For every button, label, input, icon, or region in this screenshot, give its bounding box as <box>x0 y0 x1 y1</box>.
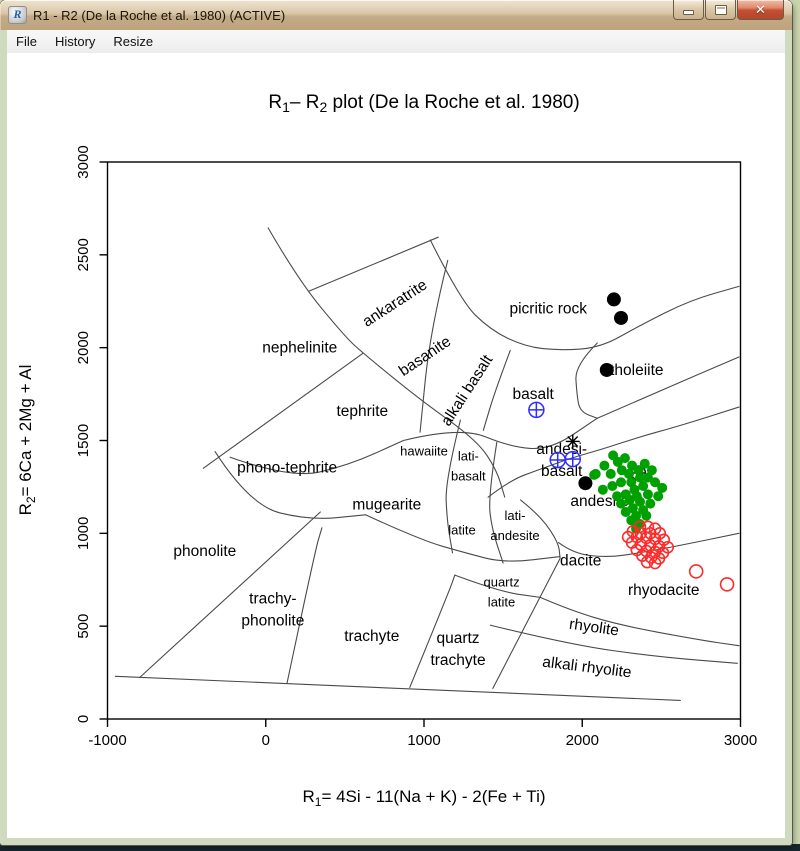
x-tick-label: 0 <box>262 732 270 749</box>
field-label: tholeiite <box>610 362 663 379</box>
series-open-circle <box>621 520 675 570</box>
r-logo-icon[interactable]: R <box>8 6 27 24</box>
menu-resize[interactable]: Resize <box>113 34 154 49</box>
axis-ticks: -1000 0 1000 2000 3000 0 500 1000 1500 2000 2500 30… <box>75 145 757 749</box>
plot-area: R1– R2 plot (De la Roche et al. 1980) R1=… <box>7 53 785 838</box>
field-label: basalt <box>513 386 555 403</box>
field-label: tephrite <box>336 403 388 420</box>
field-label: alkali rhyolite <box>541 654 632 682</box>
field-label: trachy-phonolite <box>241 590 304 629</box>
series-open-circle <box>688 564 735 592</box>
series-asterisk <box>565 434 580 449</box>
field-label: dacite <box>560 552 601 569</box>
window-controls: ✕ <box>672 0 784 20</box>
window-body: File History Resize R1– R2 plot (De la R… <box>0 30 792 845</box>
maximize-icon <box>714 4 727 15</box>
y-tick-label: 2000 <box>75 331 92 364</box>
field-label: alkali basalt <box>438 351 497 429</box>
y-tick-label: 2500 <box>75 238 92 271</box>
menu-history[interactable]: History <box>54 34 96 49</box>
x-tick-label: 2000 <box>566 732 599 749</box>
y-tick-label: 1000 <box>75 517 92 550</box>
taskbar-strip <box>0 844 800 851</box>
plot-box <box>106 161 742 720</box>
y-tick-label: 3000 <box>75 145 92 178</box>
field-label: lati-andesite <box>490 508 539 543</box>
menu-file[interactable]: File <box>16 34 37 49</box>
field-label: hawaiite <box>400 444 448 459</box>
field-boundaries <box>114 227 740 701</box>
series-filled-circle <box>578 292 629 491</box>
series-circle-plus <box>528 401 582 469</box>
titlebar[interactable]: R R1 - R2 (De la Roche et al. 1980) (ACT… <box>0 0 792 31</box>
y-tick-label: 0 <box>75 715 92 723</box>
minimize-button[interactable] <box>673 0 704 20</box>
menu-bar: File History Resize <box>7 30 785 54</box>
x-axis-title: R1= 4Si - 11(Na + K) - 2(Fe + Ti) <box>302 787 545 809</box>
minimize-icon <box>683 10 694 15</box>
field-label: latite <box>448 523 475 538</box>
y-axis-title: R2= 6Ca + 2Mg + Al <box>16 365 38 516</box>
series-filled-circle <box>589 450 668 534</box>
field-label: lati-basalt <box>451 448 486 483</box>
x-tick-label: 3000 <box>724 732 757 749</box>
x-tick-label: -1000 <box>88 732 126 749</box>
close-icon: ✕ <box>755 2 766 17</box>
field-label: picritic rock <box>509 301 587 318</box>
field-label: phonolite <box>173 543 236 560</box>
field-label: quartz latite <box>483 575 519 610</box>
field-label: quartz trachyte <box>430 630 485 669</box>
r1-r2-plot-svg: R1– R2 plot (De la Roche et al. 1980) R1=… <box>16 92 757 809</box>
field-label: rhyodacite <box>628 582 700 599</box>
close-button[interactable]: ✕ <box>737 0 784 20</box>
y-tick-label: 1500 <box>75 424 92 457</box>
field-label: basanite <box>396 333 454 380</box>
field-label: mugearite <box>352 497 421 514</box>
field-label: nephelinite <box>262 340 337 357</box>
field-label: rhyolite <box>568 616 620 640</box>
field-label: trachyte <box>344 628 399 645</box>
field-label: ankaratrite <box>360 276 431 330</box>
x-tick-label: 1000 <box>407 732 440 749</box>
window-title: R1 - R2 (De la Roche et al. 1980) (ACTIV… <box>33 7 286 23</box>
y-tick-label: 500 <box>75 614 92 639</box>
field-label: phono-tephrite <box>237 459 337 476</box>
plot-title: R1– R2 plot (De la Roche et al. 1980) <box>268 92 579 115</box>
maximize-button[interactable] <box>705 0 736 20</box>
